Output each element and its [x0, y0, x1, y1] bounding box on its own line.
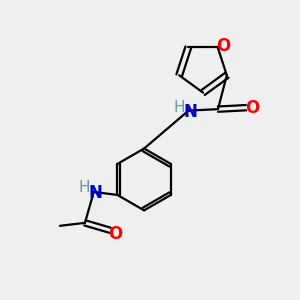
Text: O: O: [245, 99, 260, 117]
Text: O: O: [216, 37, 230, 55]
Text: O: O: [108, 225, 122, 243]
Text: H: H: [79, 180, 90, 195]
Text: N: N: [183, 103, 197, 121]
Text: N: N: [88, 184, 102, 202]
Text: H: H: [173, 100, 185, 115]
